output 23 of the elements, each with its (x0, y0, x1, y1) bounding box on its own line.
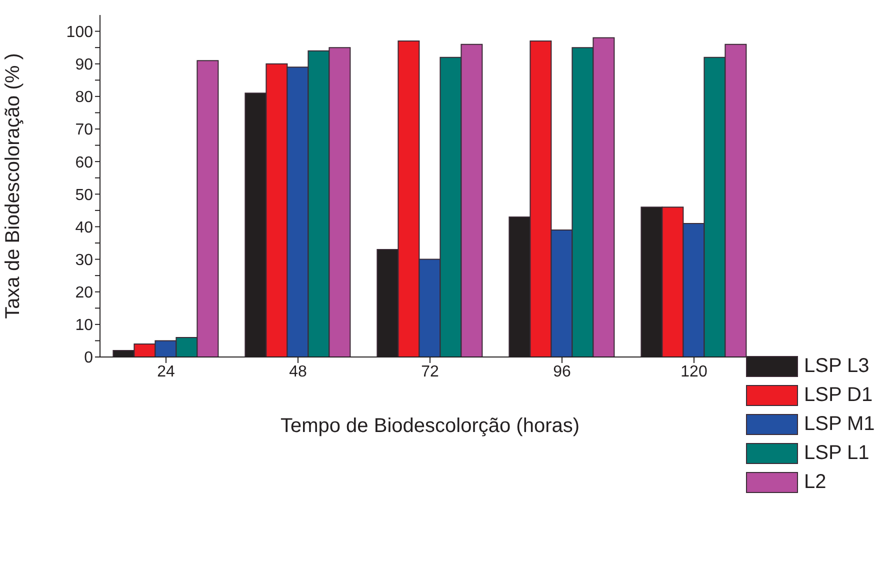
y-axis-title: Taxa de Biodescoloração (% ) (2, 53, 24, 319)
x-tick-label: 72 (421, 363, 439, 380)
y-tick-label: 70 (75, 122, 94, 139)
y-tick-label: 100 (66, 24, 94, 41)
y-tick-label: 10 (75, 317, 94, 334)
y-tick-label: 90 (75, 56, 94, 74)
legend-label: LSP L1 (804, 442, 870, 465)
legend-label: LSP D1 (804, 384, 873, 407)
y-tick-label: 40 (75, 219, 94, 236)
legend-label: LSP L3 (804, 355, 870, 378)
y-tick-label: 50 (75, 186, 94, 204)
x-tick-label: 24 (157, 363, 175, 380)
y-tick-label: 20 (75, 284, 94, 302)
legend-label: L2 (804, 471, 826, 494)
x-tick-label: 120 (680, 363, 708, 380)
x-tick-label: 48 (289, 363, 307, 380)
y-tick-label: 80 (75, 89, 94, 106)
x-tick-label: 96 (553, 363, 571, 380)
y-tick-label: 0 (84, 350, 94, 367)
y-tick-label: 60 (75, 154, 94, 172)
x-axis-title: Tempo de Biodescolorção (horas) (280, 415, 580, 437)
y-tick-label: 30 (75, 252, 94, 269)
legend-label: LSP M1 (804, 413, 875, 436)
